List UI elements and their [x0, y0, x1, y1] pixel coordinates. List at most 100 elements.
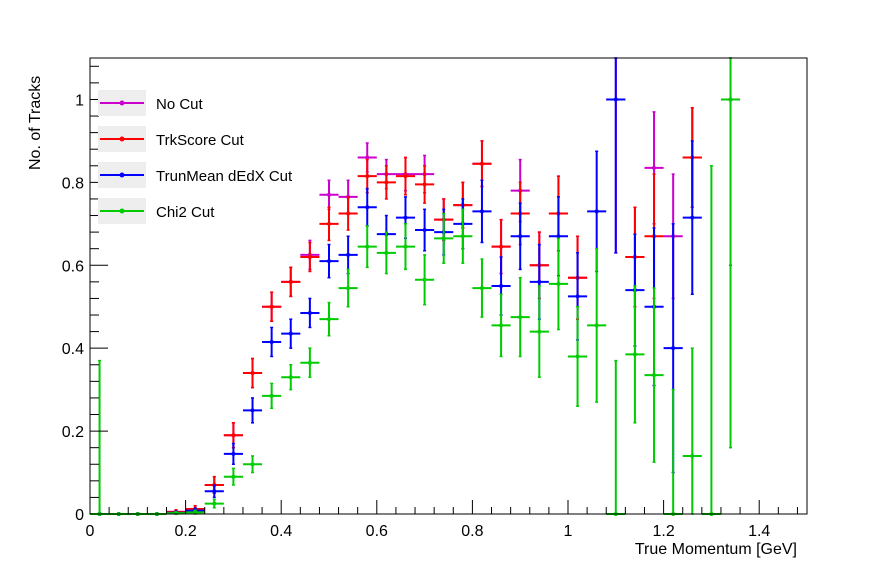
data-point	[204, 498, 224, 509]
legend-swatch-marker	[119, 208, 125, 214]
marker	[403, 215, 408, 220]
legend: No Cut TrkScore Cut TrunMean dEdX Cut Chi2 …	[98, 90, 293, 224]
data-point	[472, 179, 492, 244]
marker	[575, 354, 580, 359]
legend-swatch-marker	[119, 136, 125, 142]
data-point	[357, 158, 377, 194]
data-point	[472, 258, 492, 318]
data-point	[682, 140, 702, 296]
legend-swatch-marker	[119, 172, 125, 178]
data-point	[472, 140, 492, 188]
y-tick-label: 0.6	[62, 258, 84, 275]
data-point	[415, 165, 435, 204]
marker	[403, 244, 408, 249]
marker	[288, 279, 293, 284]
marker	[613, 97, 618, 102]
data-point	[625, 285, 645, 424]
marker	[231, 474, 236, 479]
data-point	[453, 208, 473, 264]
marker	[652, 373, 657, 378]
data-point	[338, 268, 358, 308]
x-axis-label: True Momentum [GeV]	[635, 541, 797, 558]
marker	[422, 228, 427, 233]
marker	[250, 462, 255, 467]
marker	[499, 284, 504, 288]
y-tick-label: 0	[75, 507, 84, 524]
marker	[537, 279, 542, 284]
data-point	[587, 247, 607, 403]
data-point	[300, 241, 320, 273]
y-tick-label: 0.2	[62, 424, 84, 441]
marker	[288, 375, 293, 380]
marker	[327, 192, 331, 197]
marker	[327, 317, 331, 322]
data-point	[204, 484, 224, 499]
marker	[250, 371, 255, 376]
x-tick-label: 0.6	[366, 523, 388, 540]
data-point	[376, 231, 396, 275]
data-point	[242, 397, 263, 424]
series-chi2-cut	[90, 57, 741, 516]
marker	[728, 97, 733, 102]
data-point	[338, 196, 358, 231]
data-point	[415, 208, 435, 252]
y-axis-label: No. of Tracks	[27, 76, 44, 170]
legend-entry: No Cut	[98, 90, 204, 116]
x-tick-label: 1.4	[748, 523, 770, 540]
marker	[269, 304, 274, 309]
marker	[174, 511, 179, 516]
data-point	[319, 179, 339, 211]
data-point	[529, 285, 549, 378]
x-tick-label: 0	[86, 523, 95, 540]
data-point	[434, 212, 454, 264]
marker	[365, 205, 370, 210]
marker	[422, 277, 427, 282]
data-point	[223, 467, 243, 486]
x-tick-label: 0.8	[461, 523, 483, 540]
data-point	[319, 301, 339, 337]
marker	[288, 331, 293, 336]
marker	[690, 215, 695, 220]
x-tick-label: 0.2	[174, 523, 196, 540]
x-tick-label: 1	[564, 523, 573, 540]
marker	[537, 329, 542, 334]
marker	[269, 339, 274, 344]
marker	[518, 315, 523, 320]
marker	[269, 393, 274, 398]
marker	[365, 155, 370, 160]
marker	[193, 510, 198, 515]
data-point	[568, 305, 588, 407]
data-point	[281, 364, 301, 391]
marker	[460, 234, 465, 239]
y-tick-label: 0.4	[62, 341, 84, 358]
data-point	[376, 165, 396, 200]
data-point	[644, 287, 664, 463]
data-point	[262, 291, 282, 322]
data-point	[491, 293, 511, 358]
data-point	[548, 237, 568, 331]
marker	[365, 244, 370, 249]
marker	[212, 489, 217, 494]
x-tick-label: 0.4	[270, 523, 292, 540]
legend-label: TrkScore Cut	[156, 132, 245, 149]
data-point	[262, 382, 282, 410]
marker	[518, 234, 523, 239]
marker	[212, 501, 217, 506]
marker	[231, 451, 236, 456]
data-point	[242, 357, 263, 389]
data-point	[395, 156, 416, 196]
marker	[499, 244, 504, 249]
y-tick-label: 1	[75, 92, 84, 109]
marker	[671, 346, 676, 351]
marker	[307, 360, 312, 365]
data-point	[319, 206, 339, 242]
legend-label: Chi2 Cut	[156, 204, 215, 221]
marker	[327, 259, 331, 264]
marker	[556, 234, 561, 239]
marker	[307, 310, 312, 315]
data-point	[300, 347, 320, 378]
legend-label: No Cut	[156, 96, 204, 113]
data-point	[510, 202, 530, 271]
